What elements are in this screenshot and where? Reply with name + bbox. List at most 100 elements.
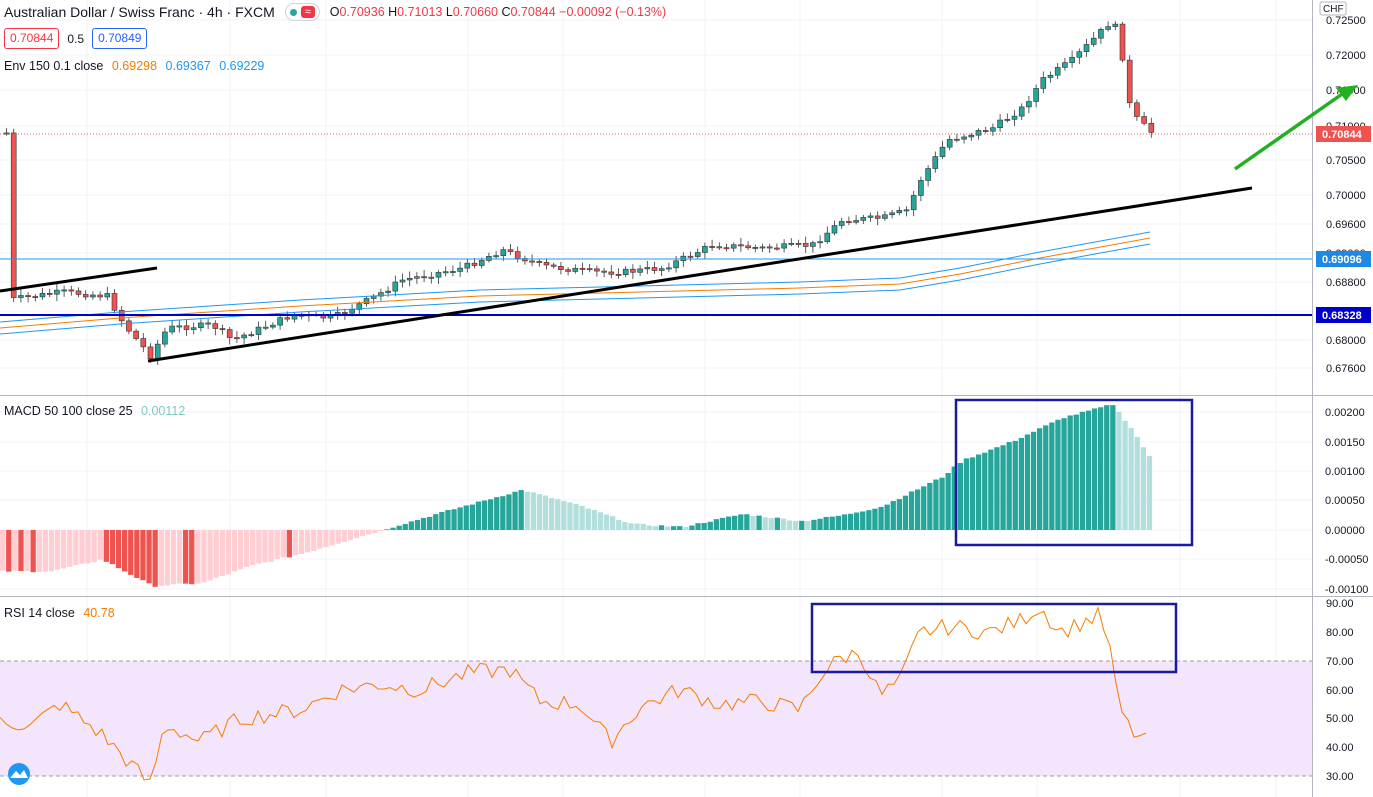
macd-bar-positive <box>1104 405 1110 530</box>
ohlc-readout: O0.70936 H0.71013 L0.70660 C0.70844 −0.0… <box>329 5 667 19</box>
macd-bar-negative <box>366 530 372 535</box>
candle-down <box>234 337 240 340</box>
macd-bar-positive <box>402 524 408 530</box>
macd-bar-positive <box>622 522 628 530</box>
macd-bar-negative <box>164 530 170 586</box>
candle-down <box>126 320 132 332</box>
candle-down <box>68 289 75 292</box>
market-open-dot-icon <box>289 8 297 16</box>
env-mid-value: 0.69298 <box>111 59 158 73</box>
macd-tick-label: -0.00100 <box>1325 584 1368 596</box>
candle-up <box>1018 106 1025 117</box>
candle-up <box>464 262 471 269</box>
macd-bar-negative <box>231 530 238 572</box>
trendline-support <box>147 186 1253 363</box>
macd-bar-negative <box>91 530 97 563</box>
candle-down <box>1134 102 1140 117</box>
candle-down <box>1126 59 1133 104</box>
macd-bar-positive <box>536 494 543 530</box>
forecast-arrow-head <box>1336 85 1358 101</box>
macd-highlight-box <box>954 398 1194 547</box>
env-legend[interactable]: Env 150 0.1 close 0.69298 0.69367 0.6922… <box>4 59 265 73</box>
macd-bar-positive <box>542 495 549 530</box>
buy-button[interactable]: 0.70849 <box>92 28 148 49</box>
macd-bar-positive <box>1140 447 1146 530</box>
macd-bar-positive <box>1018 437 1024 530</box>
macd-bar-positive <box>915 489 921 530</box>
price-tick-label: 0.72500 <box>1326 15 1366 27</box>
macd-bar-positive <box>1128 428 1134 530</box>
rsi-tick-label: 70.00 <box>1326 656 1354 668</box>
candle-up <box>925 168 931 181</box>
candle-up <box>1004 119 1011 121</box>
macd-bar-positive <box>896 499 902 530</box>
macd-bar-positive <box>1085 410 1092 530</box>
macd-bar-positive <box>847 513 854 530</box>
macd-bar-negative <box>311 530 317 551</box>
macd-bar-positive <box>854 512 860 530</box>
candle-up <box>1040 77 1047 89</box>
macd-bar-positive <box>481 500 488 530</box>
macd-tick-label: -0.00050 <box>1325 554 1368 566</box>
macd-bar-negative <box>353 530 360 539</box>
macd-bar-negative <box>225 530 231 575</box>
rsi-tick-label: 50.00 <box>1326 713 1354 725</box>
candle-up <box>1069 56 1075 63</box>
macd-bar-positive <box>396 525 402 530</box>
candle-down <box>601 270 607 273</box>
macd-bar-positive <box>988 449 994 530</box>
macd-bar-positive <box>658 525 665 530</box>
candle-down <box>529 260 535 263</box>
macd-bar-positive <box>738 514 744 530</box>
macd-tick-label: 0.00000 <box>1325 525 1365 537</box>
macd-bar-negative <box>201 530 207 583</box>
candle-down <box>10 132 17 298</box>
macd-bar-positive <box>878 506 884 530</box>
macd-bar-positive <box>1061 418 1067 530</box>
macd-bar-positive <box>1146 456 1153 530</box>
macd-bar-negative <box>305 530 311 553</box>
candle-down <box>75 290 82 295</box>
last-price-tag-bg <box>1316 126 1371 142</box>
macd-bar-positive <box>573 503 579 530</box>
symbol-title[interactable]: Australian Dollar / Swiss Franc · 4h · F… <box>4 4 275 20</box>
status-pill[interactable]: ≈ <box>284 3 320 21</box>
wave-icon: ≈ <box>300 6 315 18</box>
candle-up <box>392 281 399 292</box>
sell-button[interactable]: 0.70844 <box>4 28 60 49</box>
macd-bar-positive <box>732 515 738 530</box>
macd-tick-label: 0.00050 <box>1325 495 1365 507</box>
macd-bar-positive <box>646 525 652 530</box>
candle-up <box>190 327 197 330</box>
candle-down <box>147 346 154 360</box>
macd-bar-negative <box>158 530 164 586</box>
macd-bar-positive <box>811 519 817 530</box>
macd-bar-positive <box>439 511 445 530</box>
macd-bar-positive <box>1030 431 1037 530</box>
candle-down <box>687 255 694 258</box>
macd-bar-positive <box>1012 440 1018 530</box>
candle-down <box>205 322 211 325</box>
macd-bar-positive <box>829 516 835 530</box>
candle-up <box>918 180 924 196</box>
candle-down <box>716 246 723 249</box>
candle-up <box>363 298 370 305</box>
macd-bar-positive <box>1000 445 1006 530</box>
macd-bar-positive <box>823 516 829 530</box>
candle-up <box>39 293 46 298</box>
macd-bar-positive <box>744 514 750 530</box>
macd-legend[interactable]: MACD 50 100 close 25 0.00112 <box>4 404 186 418</box>
macd-bar-negative <box>219 530 225 577</box>
macd-bar-positive <box>671 526 677 530</box>
macd-bar-negative <box>146 530 152 584</box>
macd-bar-positive <box>1006 442 1012 530</box>
rsi-legend[interactable]: RSI 14 close 40.78 <box>4 606 115 620</box>
macd-bar-negative <box>183 530 189 584</box>
macd-bar-positive <box>463 505 469 530</box>
candle-up <box>1076 51 1083 58</box>
macd-bar-positive <box>725 516 732 530</box>
candle-up <box>817 241 823 244</box>
trendline-upper-left <box>0 266 158 293</box>
tradingview-logo-icon[interactable] <box>5 763 33 785</box>
